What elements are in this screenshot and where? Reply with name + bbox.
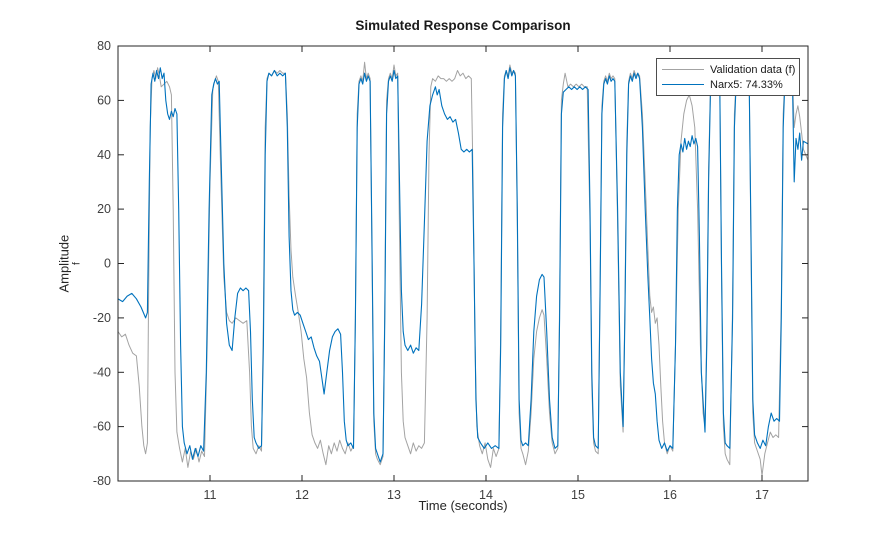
svg-text:20: 20 — [97, 202, 111, 216]
svg-text:17: 17 — [755, 488, 769, 502]
legend-entry-validation: Validation data (f) — [662, 62, 796, 77]
legend-entry-narx5: Narx5: 74.33% — [662, 77, 794, 92]
legend: Validation data (f) Narx5: 74.33% — [656, 58, 800, 96]
svg-text:14: 14 — [479, 488, 493, 502]
svg-text:80: 80 — [97, 39, 111, 53]
svg-text:16: 16 — [663, 488, 677, 502]
svg-text:40: 40 — [97, 148, 111, 162]
svg-text:12: 12 — [295, 488, 309, 502]
x-axis-label: Time (seconds) — [418, 498, 508, 513]
svg-text:-40: -40 — [93, 365, 111, 379]
svg-text:-60: -60 — [93, 420, 111, 434]
svg-text:0: 0 — [104, 257, 111, 271]
svg-text:15: 15 — [571, 488, 585, 502]
plot-title: Simulated Response Comparison — [355, 18, 571, 33]
legend-line-validation-icon — [662, 69, 704, 70]
svg-text:13: 13 — [387, 488, 401, 502]
svg-text:-20: -20 — [93, 311, 111, 325]
legend-line-narx5-icon — [662, 84, 704, 85]
svg-text:11: 11 — [204, 488, 217, 502]
svg-text:-80: -80 — [93, 474, 111, 488]
svg-text:60: 60 — [97, 93, 111, 107]
legend-label-validation: Validation data (f) — [710, 63, 796, 76]
legend-label-narx5: Narx5: 74.33% — [710, 78, 783, 91]
